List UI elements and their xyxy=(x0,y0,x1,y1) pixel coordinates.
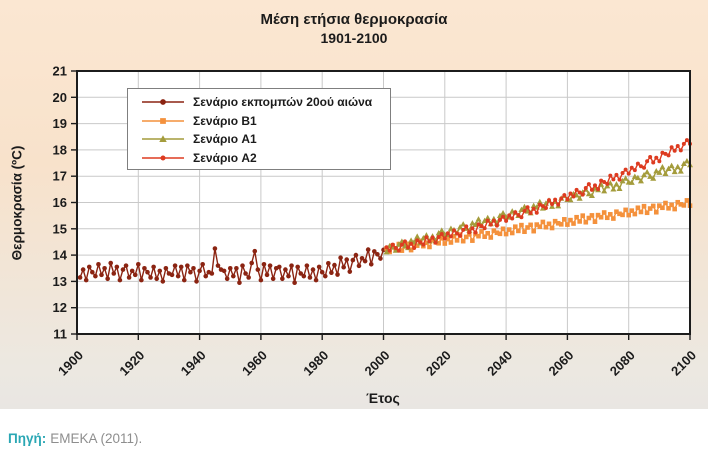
y-tick-label: 13 xyxy=(53,274,67,289)
legend-item-a1: Σενάριο A1 xyxy=(140,130,390,149)
legend-circle-marker-icon xyxy=(142,99,184,106)
x-tick-label: 2020 xyxy=(423,348,454,379)
legend-item-a2: Σενάριο A2 xyxy=(140,149,390,168)
legend-triangle-marker-icon xyxy=(142,135,184,143)
legend-label: Σενάριο εκπομπών 20ού αιώνα xyxy=(193,95,373,110)
x-axis-title: Έτος xyxy=(366,390,400,406)
series-line-emissions-20c xyxy=(79,247,385,284)
y-tick-label: 20 xyxy=(53,90,67,105)
legend: Σενάριο εκπομπών 20ού αιώνα Σενάριο B1 Σεν… xyxy=(127,88,391,170)
y-tick-label: 21 xyxy=(53,64,67,79)
legend-label: Σενάριο B1 xyxy=(193,113,257,128)
legend-circle-small-marker-icon xyxy=(142,155,184,161)
source-text: ΕΜΕΚΑ (2011). xyxy=(50,431,143,446)
legend-item-b1: Σενάριο B1 xyxy=(140,112,390,131)
x-tick-label: 1960 xyxy=(239,348,270,379)
chart-title-line2: 1901-2100 xyxy=(320,29,388,46)
chart-title: Μέση ετήσια θερμοκρασία 1901-2100 xyxy=(0,11,708,47)
y-tick-label: 16 xyxy=(53,195,67,210)
x-tick-label: 1980 xyxy=(300,348,331,379)
legend-square-marker-icon xyxy=(142,117,184,124)
source-line: Πηγή: ΕΜΕΚΑ (2011). xyxy=(8,431,142,446)
y-tick-label: 15 xyxy=(53,221,67,236)
x-tick-label: 2000 xyxy=(362,348,393,379)
y-tick-label: 18 xyxy=(53,142,67,157)
y-tick-label: 17 xyxy=(53,169,67,184)
y-axis-title: Θερμοκρασία (ºC) xyxy=(9,145,25,261)
x-tick-label: 2080 xyxy=(607,348,638,379)
y-tick-label: 12 xyxy=(53,300,67,315)
x-tick-label: 2060 xyxy=(545,348,576,379)
x-tick-label: 1920 xyxy=(116,348,147,379)
legend-item-emissions-20c: Σενάριο εκπομπών 20ού αιώνα xyxy=(140,93,390,112)
legend-label: Σενάριο A2 xyxy=(193,150,257,165)
x-tick-label: 1900 xyxy=(55,348,86,379)
x-tick-label: 1940 xyxy=(178,348,209,379)
chart-title-line1: Μέση ετήσια θερμοκρασία xyxy=(260,11,448,28)
series-a2 xyxy=(384,138,692,253)
series-emissions-20c xyxy=(77,246,386,286)
y-tick-label: 19 xyxy=(53,116,67,131)
x-tick-label: 2040 xyxy=(484,348,515,379)
y-tick-label: 14 xyxy=(53,248,68,263)
x-tick-label: 2100 xyxy=(668,348,699,379)
y-tick-label: 11 xyxy=(53,327,67,342)
source-prefix: Πηγή: xyxy=(8,431,47,446)
legend-label: Σενάριο A1 xyxy=(193,132,257,147)
